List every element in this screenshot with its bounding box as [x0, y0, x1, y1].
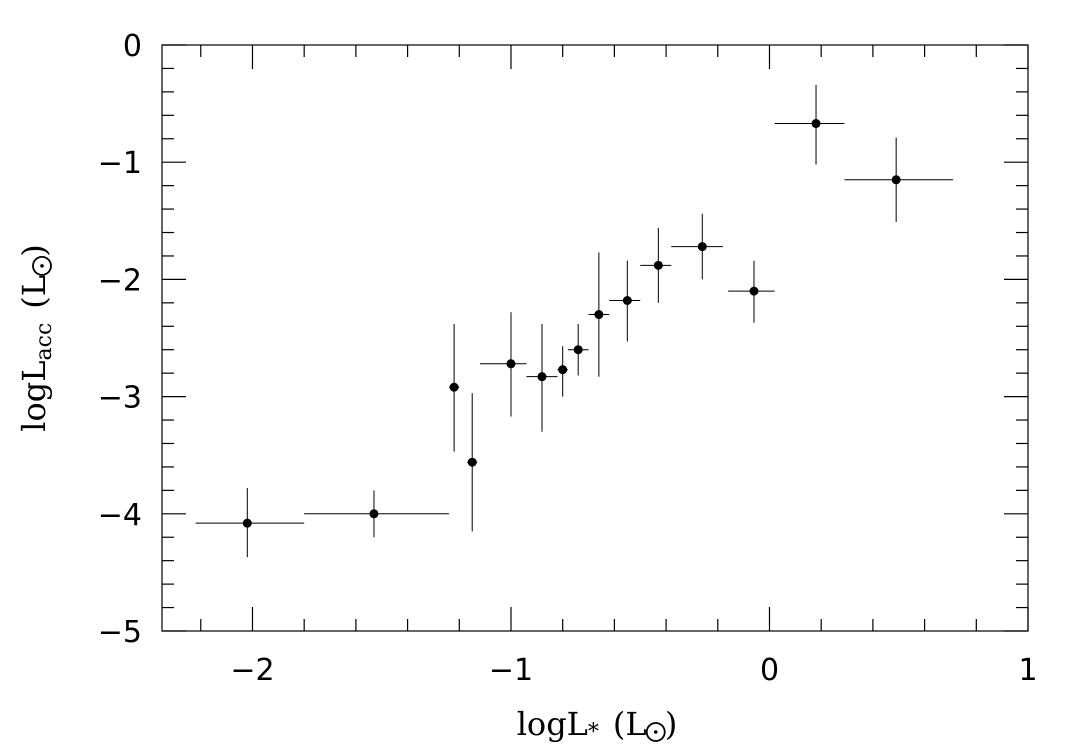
data-point: [891, 175, 901, 185]
x-axis-label-unit: (L: [613, 705, 647, 743]
x-tick-label: 1: [1018, 653, 1037, 688]
y-tick-label: −1: [98, 146, 142, 181]
data-point: [653, 260, 663, 270]
minor-ticks: [162, 45, 1028, 631]
y-axis-label: logLacc (L ): [15, 244, 57, 431]
y-axis-label-unit: (L: [15, 275, 53, 309]
data-point: [697, 242, 707, 252]
data-point: [811, 119, 821, 129]
data-points: [242, 119, 901, 528]
y-tick-label: −2: [98, 263, 142, 298]
data-point: [594, 310, 604, 320]
sun-symbol-ring: [32, 255, 52, 276]
error-bars: [195, 84, 954, 558]
data-point: [467, 457, 477, 467]
x-tick-label: −2: [230, 653, 274, 688]
sun-symbol-dot: [40, 264, 44, 268]
y-tick-label: −5: [98, 615, 142, 650]
x-axis-label-unit-close: ): [665, 705, 677, 743]
x-axis-label-sub: *: [588, 720, 599, 745]
sun-symbol-ring: [645, 722, 666, 742]
y-axis-label-main: logL: [15, 360, 53, 431]
x-tick-label: 0: [760, 653, 779, 688]
plot-frame: [161, 44, 1029, 632]
data-point: [449, 382, 459, 392]
data-point: [558, 365, 568, 375]
y-tick-label: 0: [123, 29, 142, 64]
x-axis-label-main: logL: [517, 705, 588, 743]
x-tick-label: −1: [489, 653, 533, 688]
data-point: [749, 286, 759, 296]
data-point: [622, 295, 632, 305]
sun-symbol-dot: [653, 730, 658, 734]
data-point: [242, 518, 252, 528]
data-point: [537, 372, 547, 382]
sun-symbol-icon: [32, 255, 52, 276]
sun-symbol-icon: [645, 722, 666, 742]
x-axis-label: logL* (L ): [517, 705, 678, 745]
x-tick-labels: −2 −1 0 1: [230, 653, 1037, 688]
data-point: [369, 509, 379, 519]
y-tick-label: −4: [98, 498, 142, 533]
data-point: [573, 345, 583, 355]
y-axis-label-sub: acc: [32, 323, 57, 361]
major-ticks: [162, 44, 1029, 632]
y-axis-label-unit-close: ): [15, 244, 53, 256]
data-point: [506, 359, 516, 369]
y-tick-label: −3: [98, 381, 142, 416]
y-tick-labels: 0 −1 −2 −3 −4 −5: [98, 29, 142, 650]
